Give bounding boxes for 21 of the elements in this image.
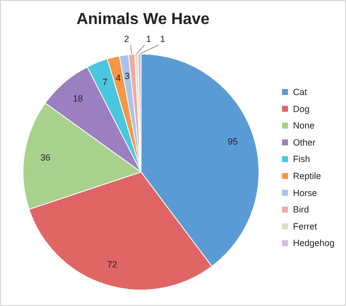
data-label: 3 bbox=[124, 71, 130, 82]
chart-title: Animals We Have bbox=[76, 11, 210, 28]
data-label: 72 bbox=[107, 259, 118, 270]
data-label: 1 bbox=[146, 34, 152, 44]
data-label: 95 bbox=[228, 136, 238, 146]
data-label: 18 bbox=[72, 94, 83, 104]
legend-label: Other bbox=[293, 137, 316, 148]
data-label: 7 bbox=[102, 77, 108, 88]
legend-label: Horse bbox=[293, 188, 318, 198]
legend-label: Hedgehog bbox=[293, 238, 335, 248]
legend-label: Cat bbox=[293, 87, 308, 97]
legend-label: Dog bbox=[293, 104, 310, 114]
legend-label: Fish bbox=[293, 154, 310, 164]
data-label: 4 bbox=[116, 72, 121, 83]
data-label: 1 bbox=[160, 34, 166, 44]
legend-label: Reptile bbox=[293, 171, 322, 181]
legend-label: Ferret bbox=[293, 221, 318, 232]
data-label: 36 bbox=[40, 152, 50, 162]
legend-label: Bird bbox=[293, 204, 310, 215]
data-label: 2 bbox=[124, 34, 130, 44]
legend-label: None bbox=[293, 120, 315, 131]
